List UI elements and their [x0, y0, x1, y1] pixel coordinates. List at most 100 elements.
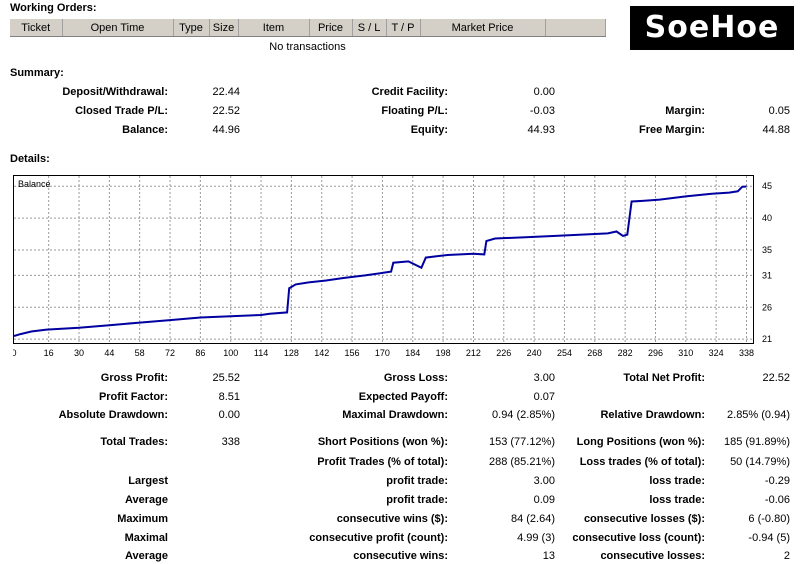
x-tick-label: 86 [195, 348, 205, 358]
relative-drawdown-label: Relative Drawdown: [600, 409, 705, 421]
col-type[interactable]: Type [173, 19, 210, 37]
x-tick-label: 16 [44, 348, 54, 358]
loss-trades-value: 50 (14.79%) [730, 456, 790, 468]
total-trades-label: Total Trades: [100, 436, 168, 448]
x-tick-label: 0 [13, 348, 17, 358]
col-open-time[interactable]: Open Time [62, 19, 174, 37]
average2-label: Average [124, 550, 168, 562]
working-orders-table: Ticket Open Time Type Size Item Price S … [10, 19, 606, 57]
maximal-cons-loss-value: -0.94 (5) [748, 532, 790, 544]
x-tick-label: 184 [405, 348, 420, 358]
maximal-cons-loss-label: consecutive loss (count): [572, 532, 705, 544]
avg-cons-wins-value: 13 [542, 550, 555, 562]
y-tick-label: 45 [762, 181, 772, 191]
x-tick-label: 240 [527, 348, 542, 358]
x-axis-ticks: 0 16 30 44 58 72 86 100 114 128 142 156 170 184 198 212… [13, 348, 754, 358]
margin-value: 0.05 [768, 105, 790, 117]
deposit-value: 22.44 [212, 86, 240, 98]
average-loss-value: -0.06 [764, 494, 790, 506]
equity-label: Equity: [410, 124, 448, 136]
total-net-profit-value: 22.52 [762, 372, 790, 384]
chart-frame [13, 175, 754, 344]
balance-series-line [13, 185, 747, 337]
working-orders-title: Working Orders: [10, 2, 97, 14]
gross-loss-value: 3.00 [533, 372, 555, 384]
profit-trades-label: Profit Trades (% of total): [317, 456, 448, 468]
largest-loss-value: -0.29 [764, 475, 790, 487]
deposit-label: Deposit/Withdrawal: [62, 86, 168, 98]
credit-label: Credit Facility: [371, 86, 448, 98]
floating-pl-label: Floating P/L: [381, 105, 448, 117]
gross-loss-label: Gross Loss: [383, 372, 448, 384]
x-tick-label: 30 [74, 348, 84, 358]
expected-payoff-label: Expected Payoff: [358, 391, 448, 403]
avg-cons-wins-label: consecutive wins: [353, 550, 448, 562]
free-margin-value: 44.88 [762, 124, 790, 136]
x-tick-label: 282 [618, 348, 633, 358]
max-cons-losses-label: consecutive losses ($): [583, 513, 705, 525]
profit-factor-value: 8.51 [218, 391, 240, 403]
col-extra[interactable] [545, 19, 606, 37]
col-market-price[interactable]: Market Price [420, 19, 546, 37]
largest-label: Largest [128, 475, 168, 487]
x-tick-label: 268 [587, 348, 602, 358]
closed-pl-value: 22.52 [212, 105, 240, 117]
y-tick-label: 35 [762, 245, 772, 255]
chart-title: Balance [18, 179, 51, 189]
chart-grid [14, 176, 753, 343]
table-header-row: Ticket Open Time Type Size Item Price S … [10, 19, 606, 37]
profit-factor-label: Profit Factor: [98, 391, 168, 403]
total-net-profit-label: Total Net Profit: [623, 372, 705, 384]
relative-drawdown-value: 2.85% (0.94) [727, 409, 790, 421]
absolute-drawdown-value: 0.00 [218, 409, 240, 421]
x-tick-label: 254 [557, 348, 572, 358]
x-tick-label: 212 [466, 348, 481, 358]
average-profit-value: 0.09 [533, 494, 555, 506]
x-tick-label: 170 [375, 348, 390, 358]
x-tick-label: 338 [739, 348, 754, 358]
col-price[interactable]: Price [309, 19, 353, 37]
balance-label: Balance: [122, 124, 168, 136]
credit-value: 0.00 [533, 86, 555, 98]
maximum-label: Maximum [117, 513, 168, 525]
largest-profit-value: 3.00 [533, 475, 555, 487]
no-transactions-text: No transactions [269, 41, 346, 53]
loss-trades-label: Loss trades (% of total): [579, 456, 705, 468]
summary-title: Summary: [10, 67, 64, 79]
largest-loss-label: loss trade: [649, 475, 705, 487]
long-positions-value: 185 (91.89%) [723, 436, 790, 448]
y-tick-label: 31 [762, 270, 772, 280]
x-tick-label: 198 [436, 348, 451, 358]
total-trades-value: 338 [221, 436, 240, 448]
col-sl[interactable]: S / L [352, 19, 387, 37]
max-cons-wins-label: consecutive wins ($): [336, 513, 448, 525]
x-tick-label: 226 [496, 348, 511, 358]
avg-cons-losses-value: 2 [783, 550, 790, 562]
col-size[interactable]: Size [209, 19, 239, 37]
x-tick-label: 44 [104, 348, 114, 358]
x-tick-label: 58 [135, 348, 145, 358]
avg-cons-losses-label: consecutive losses: [600, 550, 705, 562]
col-tp[interactable]: T / P [386, 19, 421, 37]
x-tick-label: 72 [165, 348, 175, 358]
largest-profit-label: profit trade: [386, 475, 448, 487]
long-positions-label: Long Positions (won %): [576, 436, 705, 448]
soehoe-logo: SoeHoe [630, 6, 794, 50]
expected-payoff-value: 0.07 [533, 391, 555, 403]
average-loss-label: loss trade: [649, 494, 705, 506]
x-tick-label: 156 [345, 348, 360, 358]
balance-value: 44.96 [212, 124, 240, 136]
x-tick-label: 100 [223, 348, 238, 358]
gross-profit-label: Gross Profit: [100, 372, 168, 384]
y-tick-label: 21 [762, 334, 772, 344]
maximal-label: Maximal [124, 532, 168, 544]
y-tick-label: 26 [762, 302, 772, 312]
margin-label: Margin: [665, 105, 705, 117]
maximal-drawdown-label: Maximal Drawdown: [342, 409, 448, 421]
col-ticket[interactable]: Ticket [10, 19, 63, 37]
maximal-cons-profit-label: consecutive profit (count): [309, 532, 448, 544]
details-title: Details: [10, 153, 50, 165]
col-item[interactable]: Item [238, 19, 310, 37]
table-row: No transactions [10, 37, 605, 58]
maximal-cons-profit-value: 4.99 (3) [517, 532, 555, 544]
